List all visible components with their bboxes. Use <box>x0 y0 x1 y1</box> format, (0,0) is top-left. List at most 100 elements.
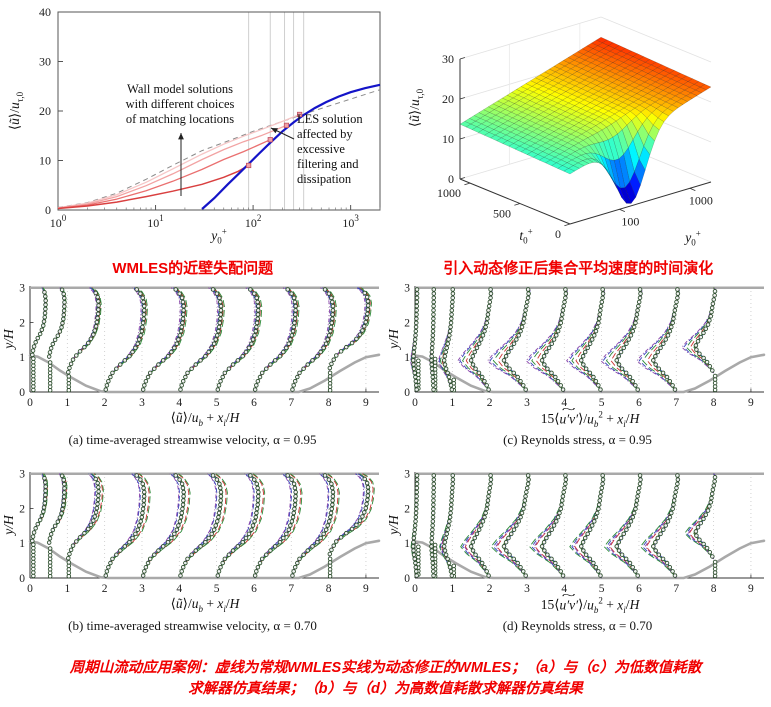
axis-label: y/H <box>1 515 16 535</box>
svg-text:9: 9 <box>363 397 369 409</box>
footer-line-2: 求解器仿真结果；（b）与（d）为高数值耗散求解器仿真结果 <box>188 680 583 697</box>
svg-text:of matching locations: of matching locations <box>126 112 234 126</box>
svg-text:40: 40 <box>39 5 51 19</box>
top-charts-row: 100 101 102 103 0 10 20 30 40 Wall model solution… <box>0 0 771 252</box>
svg-text:7: 7 <box>673 397 679 409</box>
svg-text:100: 100 <box>50 213 67 230</box>
svg-text:Wall model solutions: Wall model solutions <box>127 82 233 96</box>
svg-text:500: 500 <box>493 207 511 221</box>
subplot-a: 0 1 2 3 0 1 2 3 4 5 6 7 8 9 ⟨ũ⟩/ub + xi/H y/H (a) time-… <box>0 282 385 468</box>
caption-right: 引入动态修正后集合平均速度的时间演化 <box>443 259 714 277</box>
svg-text:1: 1 <box>19 538 25 550</box>
svg-text:0: 0 <box>412 397 418 409</box>
svg-text:2: 2 <box>487 397 493 409</box>
surface-3d-canvas: 0 10 20 30 100 1000 0 500 1000 t0+ y0+ ⟨ũ⟩/uτ,0 <box>388 0 771 252</box>
svg-text:1: 1 <box>64 397 70 409</box>
svg-text:1000: 1000 <box>437 186 461 200</box>
svg-text:4: 4 <box>176 583 182 595</box>
svg-text:101: 101 <box>147 213 164 230</box>
svg-text:2: 2 <box>487 583 493 595</box>
svg-text:2: 2 <box>19 503 25 515</box>
subplot-d-caption: (d) Reynolds stress, α = 0.70 <box>502 618 653 633</box>
svg-text:0: 0 <box>19 387 25 399</box>
svg-text:affected by: affected by <box>297 127 353 141</box>
svg-text:0: 0 <box>27 397 33 409</box>
svg-text:9: 9 <box>748 583 754 595</box>
svg-text:1: 1 <box>404 352 410 364</box>
svg-text:7: 7 <box>288 397 294 409</box>
svg-text:3: 3 <box>19 283 25 295</box>
svg-text:3: 3 <box>404 469 410 481</box>
svg-text:7: 7 <box>673 583 679 595</box>
svg-text:5: 5 <box>214 583 220 595</box>
subplots-row-2: 0 1 2 3 0 1 2 3 4 5 6 7 8 9 ⟨ũ⟩/ub + xi/H y/H (b) time-… <box>0 468 771 654</box>
svg-text:30: 30 <box>442 52 454 66</box>
svg-text:0: 0 <box>412 583 418 595</box>
svg-text:1: 1 <box>449 397 455 409</box>
subplots-row-1: 0 1 2 3 0 1 2 3 4 5 6 7 8 9 ⟨ũ⟩/ub + xi/H y/H (a) time-… <box>0 282 771 468</box>
svg-text:2: 2 <box>404 503 410 515</box>
subplot-a-caption: (a) time-averaged streamwise velocity, α… <box>68 432 317 447</box>
svg-text:6: 6 <box>251 583 257 595</box>
svg-text:0: 0 <box>19 573 25 585</box>
svg-text:1: 1 <box>64 583 70 595</box>
axis-label: y0+ <box>211 226 227 246</box>
svg-text:0: 0 <box>45 203 51 217</box>
svg-text:with different choices: with different choices <box>126 97 235 111</box>
svg-text:0: 0 <box>27 583 33 595</box>
axis-label: y0+ <box>685 228 701 248</box>
svg-text:2: 2 <box>102 583 108 595</box>
log-law-chart-canvas: 100 101 102 103 0 10 20 30 40 Wall model solution… <box>0 0 388 252</box>
svg-text:0: 0 <box>555 227 561 241</box>
svg-text:LES solution: LES solution <box>297 112 363 126</box>
svg-text:8: 8 <box>711 397 717 409</box>
svg-text:6: 6 <box>636 583 642 595</box>
axis-label: ⟨ũ⟩/ub + xi/H <box>170 596 240 614</box>
svg-text:30: 30 <box>39 55 51 69</box>
axis-label: ⟨ũ⟩/uτ,0 <box>7 91 25 131</box>
svg-text:1: 1 <box>404 538 410 550</box>
middle-captions-row: WMLES的近壁失配问题 引入动态修正后集合平均速度的时间演化 <box>0 252 771 282</box>
svg-text:3: 3 <box>404 283 410 295</box>
svg-text:1: 1 <box>449 583 455 595</box>
svg-text:5: 5 <box>214 397 220 409</box>
svg-text:1: 1 <box>19 352 25 364</box>
svg-text:20: 20 <box>39 104 51 118</box>
svg-text:2: 2 <box>404 317 410 329</box>
svg-text:dissipation: dissipation <box>297 172 352 186</box>
svg-text:4: 4 <box>176 397 182 409</box>
svg-text:3: 3 <box>139 397 145 409</box>
svg-text:5: 5 <box>599 397 605 409</box>
svg-text:9: 9 <box>748 397 754 409</box>
svg-text:102: 102 <box>245 213 262 230</box>
svg-text:8: 8 <box>326 583 332 595</box>
footer-caption: 周期山流动应用案例：虚线为常规WMLES实线为动态修正的WMLES；（a）与（c… <box>0 658 771 699</box>
axis-label: ⟨ũ⟩/uτ,0 <box>407 88 425 128</box>
subplot-b-canvas: 0 1 2 3 0 1 2 3 4 5 6 7 8 9 ⟨ũ⟩/ub + xi/H y/H <box>0 468 385 654</box>
svg-text:100: 100 <box>621 214 639 228</box>
svg-text:5: 5 <box>599 583 605 595</box>
subplot-b: 0 1 2 3 0 1 2 3 4 5 6 7 8 9 ⟨ũ⟩/ub + xi/H y/H (b) time-… <box>0 468 385 654</box>
svg-text:8: 8 <box>326 397 332 409</box>
axis-label: 15⟨u′v′⟩/ub2 + xi/H <box>541 409 640 428</box>
svg-text:6: 6 <box>636 397 642 409</box>
svg-text:2: 2 <box>102 397 108 409</box>
svg-text:3: 3 <box>19 469 25 481</box>
axis-label: t0+ <box>519 226 533 246</box>
svg-text:10: 10 <box>39 154 51 168</box>
footer-line-1: 周期山流动应用案例：虚线为常规WMLES实线为动态修正的WMLES；（a）与（c… <box>69 660 702 676</box>
ensemble-velocity-3d-chart: 0 10 20 30 100 1000 0 500 1000 t0+ y0+ ⟨ũ⟩/uτ,0 <box>388 0 771 252</box>
subplot-b-caption: (b) time-averaged streamwise velocity, α… <box>68 618 317 633</box>
axis-label: y/H <box>1 329 16 349</box>
svg-text:filtering and: filtering and <box>297 157 359 171</box>
axis-label: 15⟨u′v′⟩/ub2 + xi/H <box>541 595 640 614</box>
wall-model-mismatch-chart: 100 101 102 103 0 10 20 30 40 Wall model solution… <box>0 0 388 252</box>
axis-label: y/H <box>386 329 401 349</box>
svg-text:0: 0 <box>448 172 454 186</box>
svg-text:3: 3 <box>524 397 530 409</box>
